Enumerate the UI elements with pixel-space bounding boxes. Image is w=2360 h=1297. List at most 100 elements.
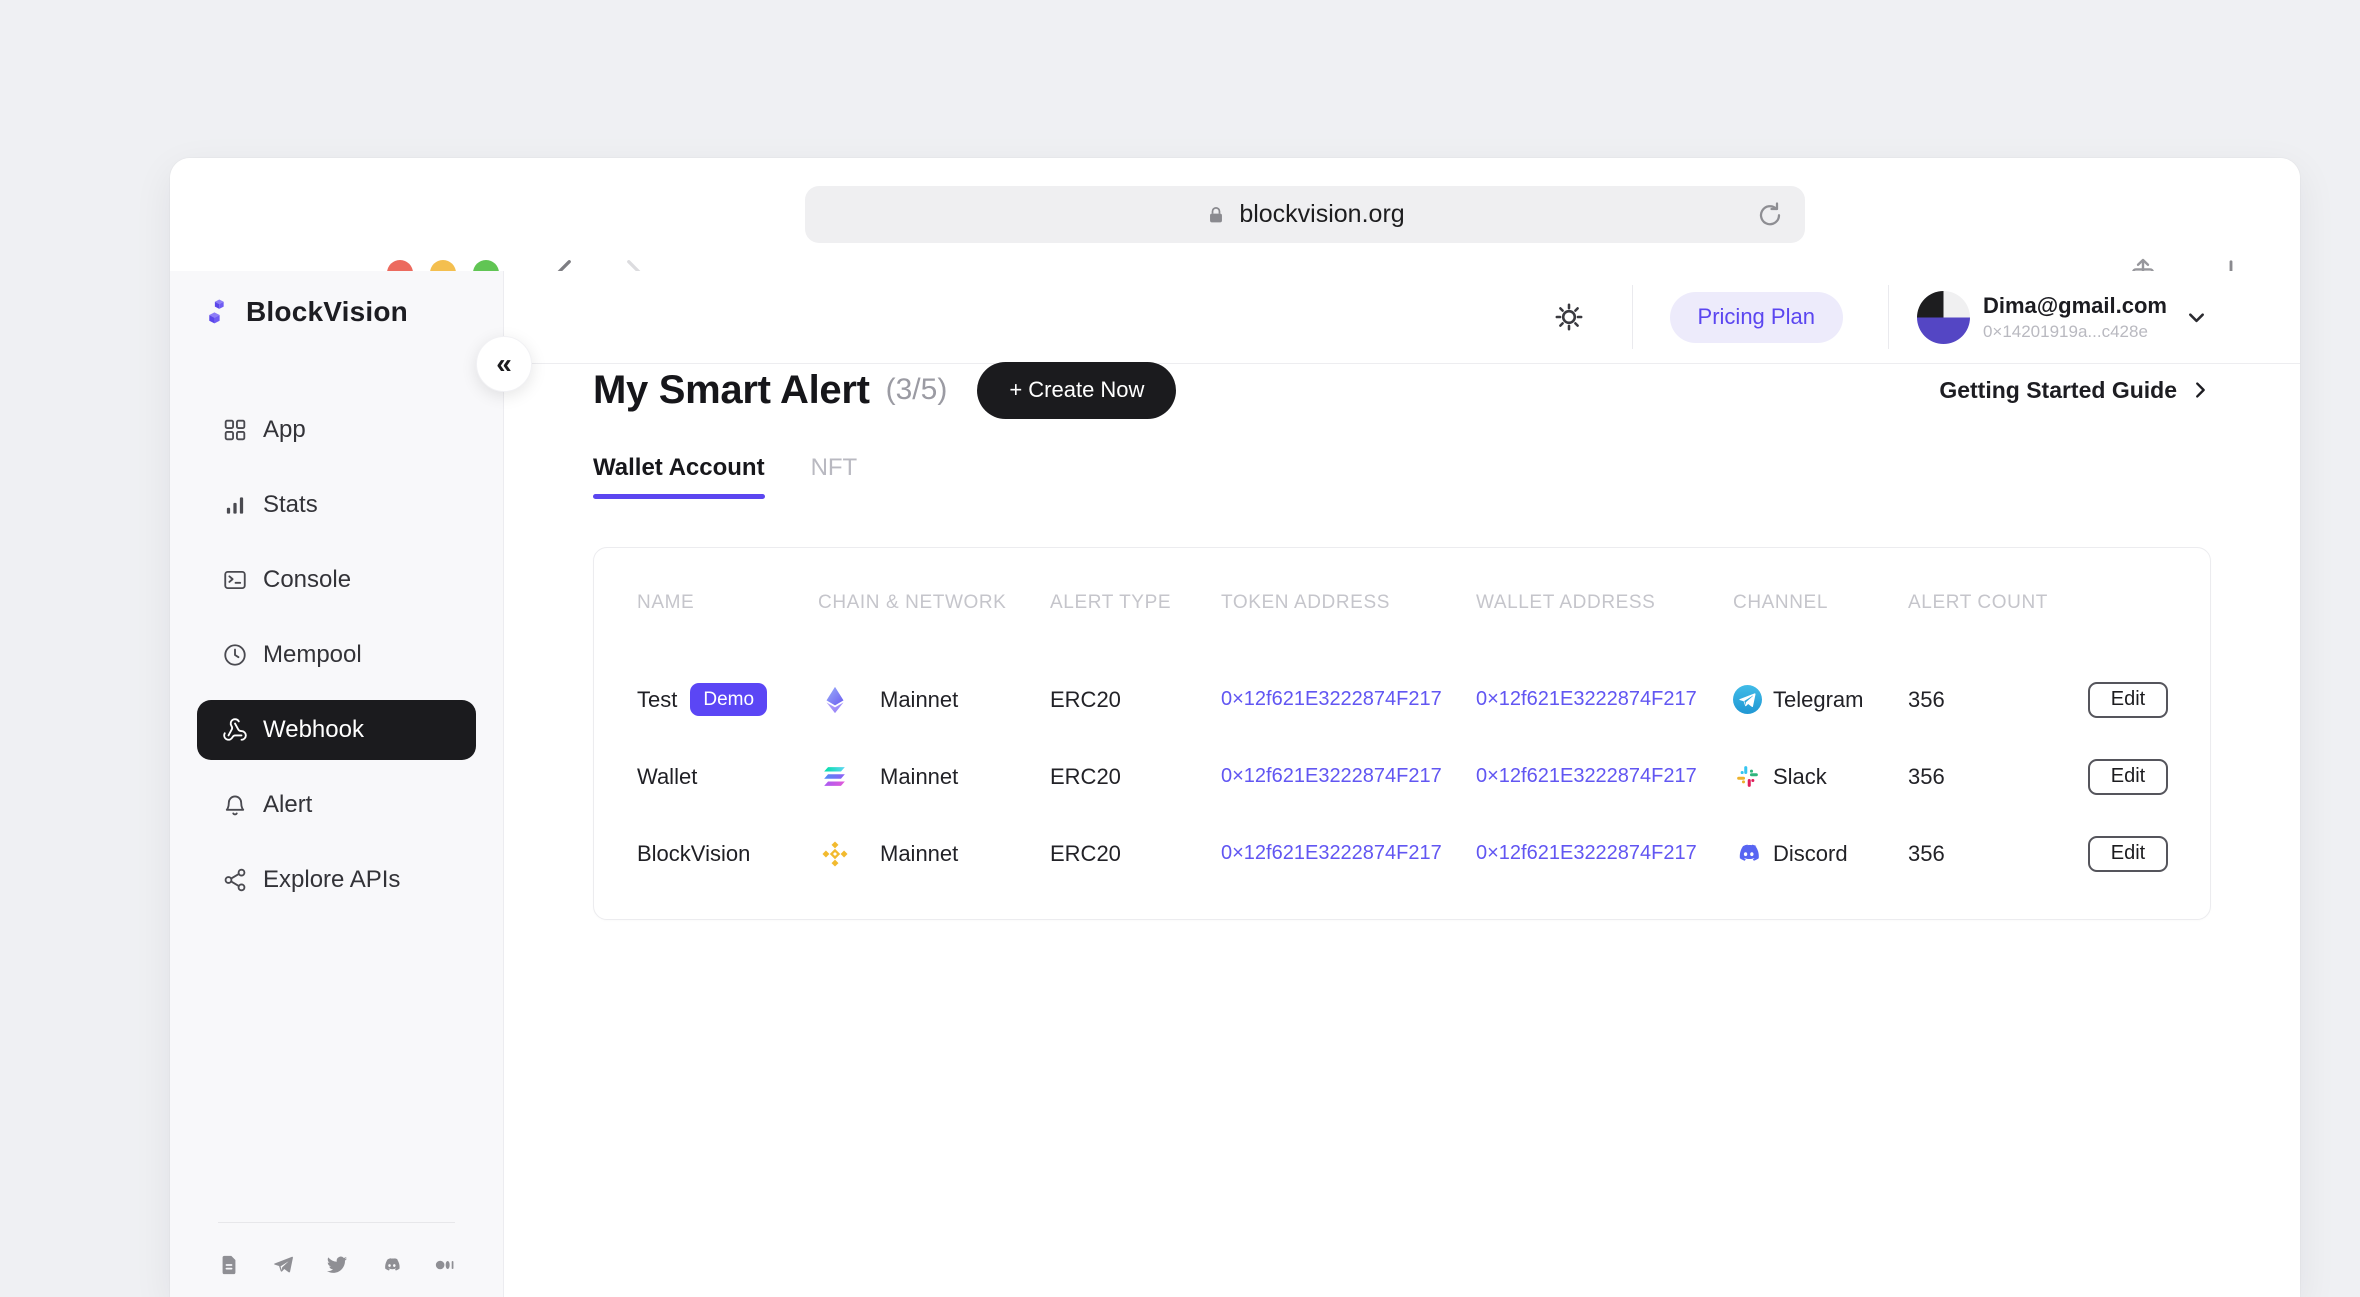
solana-icon bbox=[818, 760, 851, 793]
topbar: Pricing Plan Dima@gmail.com 0×14201919a.… bbox=[504, 271, 2300, 364]
alert-count: 356 bbox=[1908, 686, 1945, 712]
discord-icon[interactable] bbox=[380, 1254, 402, 1276]
lock-icon bbox=[1205, 204, 1227, 226]
channel-label: Telegram bbox=[1773, 686, 1864, 712]
tab-wallet-account[interactable]: Wallet Account bbox=[593, 454, 765, 499]
sidebar-item-stats[interactable]: Stats bbox=[197, 475, 476, 535]
edit-button[interactable]: Edit bbox=[2088, 681, 2168, 718]
column-header-alert-count: ALERT COUNT bbox=[1908, 592, 2048, 613]
binance-icon bbox=[818, 837, 851, 870]
alert-count: 356 bbox=[1908, 763, 1945, 789]
network-label: Mainnet bbox=[880, 840, 959, 866]
sidebar-divider bbox=[218, 1222, 455, 1223]
reload-button[interactable] bbox=[1755, 200, 1785, 230]
alert-bell-icon bbox=[222, 792, 248, 818]
sidebar-item-label: Mempool bbox=[263, 641, 362, 668]
sun-icon bbox=[1555, 303, 1583, 331]
sidebar-item-label: Console bbox=[263, 566, 352, 593]
channel-label: Slack bbox=[1773, 763, 1827, 789]
sidebar-item-label: App bbox=[263, 416, 306, 443]
wallet-address-link[interactable]: 0×12f621E3222874F217 bbox=[1476, 688, 1697, 710]
sidebar-collapse-button[interactable]: « bbox=[476, 336, 532, 392]
column-header-token-address: TOKEN ADDRESS bbox=[1221, 592, 1390, 613]
app-grid-icon bbox=[222, 417, 248, 443]
network-label: Mainnet bbox=[880, 763, 959, 789]
browser-toolbar: blockvision.org bbox=[170, 158, 2300, 287]
tabs: Wallet Account NFT bbox=[593, 454, 857, 499]
sidebar: BlockVision App Stats bbox=[170, 271, 504, 1297]
alert-name: BlockVision bbox=[637, 840, 751, 866]
alert-name: Test bbox=[637, 686, 678, 712]
wallet-address-link[interactable]: 0×12f621E3222874F217 bbox=[1476, 842, 1697, 864]
wallet-address-link[interactable]: 0×12f621E3222874F217 bbox=[1476, 765, 1697, 787]
column-header-name: NAME bbox=[637, 592, 695, 613]
alert-quota: (3/5) bbox=[885, 373, 948, 406]
theme-toggle-button[interactable] bbox=[1552, 300, 1586, 334]
user-menu[interactable]: Dima@gmail.com 0×14201919a...c428e bbox=[1916, 290, 2210, 344]
pricing-plan-button[interactable]: Pricing Plan bbox=[1669, 291, 1843, 343]
page-header: My Smart Alert (3/5) + Create Now Gettin… bbox=[593, 361, 2211, 419]
user-email: Dima@gmail.com bbox=[1982, 292, 2167, 318]
browser-window: blockvision.org « bbox=[170, 158, 2300, 1297]
webhook-icon bbox=[222, 717, 248, 743]
table-row: Wallet Mainnet ERC20 0×12f621E3222874F21… bbox=[637, 738, 2168, 815]
sidebar-item-webhook[interactable]: Webhook bbox=[197, 700, 476, 760]
sidebar-item-console[interactable]: Console bbox=[197, 550, 476, 610]
sidebar-item-mempool[interactable]: Mempool bbox=[197, 625, 476, 685]
tab-nft[interactable]: NFT bbox=[810, 454, 858, 481]
getting-started-guide-link[interactable]: Getting Started Guide bbox=[1939, 377, 2211, 404]
demo-badge: Demo bbox=[690, 683, 768, 716]
telegram-icon bbox=[1733, 685, 1762, 714]
sidebar-nav: App Stats Console bbox=[197, 400, 476, 910]
column-header-channel: CHANNEL bbox=[1733, 592, 1828, 613]
edit-button[interactable]: Edit bbox=[2088, 758, 2168, 795]
collapse-icon: « bbox=[496, 348, 512, 379]
alerts-table-card: NAME CHAIN & NETWORK ALERT TYPE TOKEN AD… bbox=[593, 547, 2211, 920]
user-wallet-address: 0×14201919a...c428e bbox=[1982, 321, 2148, 341]
blockvision-logo-icon bbox=[200, 295, 234, 329]
topbar-divider bbox=[1887, 285, 1889, 349]
table-row: BlockVision Mainnet ERC20 0×12f621E32228… bbox=[637, 815, 2168, 892]
page-title: My Smart Alert bbox=[593, 367, 870, 412]
app-shell: « bbox=[170, 271, 2300, 1297]
alert-type: ERC20 bbox=[1050, 840, 1121, 866]
edit-button[interactable]: Edit bbox=[2088, 835, 2168, 872]
sidebar-item-label: Webhook bbox=[263, 716, 364, 743]
token-address-link[interactable]: 0×12f621E3222874F217 bbox=[1221, 842, 1442, 864]
sidebar-item-label: Alert bbox=[263, 791, 313, 818]
network-label: Mainnet bbox=[880, 686, 959, 712]
active-tab-underline bbox=[593, 494, 765, 499]
main-area: Pricing Plan Dima@gmail.com 0×14201919a.… bbox=[504, 271, 2300, 1297]
discord-icon bbox=[1733, 839, 1762, 868]
alert-count: 356 bbox=[1908, 840, 1945, 866]
brand-name: BlockVision bbox=[246, 296, 408, 327]
telegram-icon[interactable] bbox=[272, 1254, 294, 1276]
sidebar-item-explore-apis[interactable]: Explore APIs bbox=[197, 850, 476, 910]
alert-type: ERC20 bbox=[1050, 763, 1121, 789]
mempool-clock-icon bbox=[222, 642, 248, 668]
chevron-down-icon bbox=[2183, 304, 2210, 331]
address-bar[interactable]: blockvision.org bbox=[805, 186, 1805, 243]
alert-type: ERC20 bbox=[1050, 686, 1121, 712]
token-address-link[interactable]: 0×12f621E3222874F217 bbox=[1221, 688, 1442, 710]
sidebar-item-app[interactable]: App bbox=[197, 400, 476, 460]
token-address-link[interactable]: 0×12f621E3222874F217 bbox=[1221, 765, 1442, 787]
url-text: blockvision.org bbox=[1239, 200, 1405, 228]
stats-icon bbox=[222, 492, 248, 518]
table-header-row: NAME CHAIN & NETWORK ALERT TYPE TOKEN AD… bbox=[637, 578, 2166, 628]
medium-icon[interactable] bbox=[434, 1254, 456, 1276]
column-header-alert-type: ALERT TYPE bbox=[1050, 592, 1172, 613]
explore-apis-icon bbox=[222, 867, 248, 893]
alert-name: Wallet bbox=[637, 763, 698, 789]
docs-icon[interactable] bbox=[218, 1254, 240, 1276]
ethereum-icon bbox=[818, 683, 851, 716]
create-now-button[interactable]: + Create Now bbox=[977, 361, 1177, 419]
brand: BlockVision bbox=[200, 295, 408, 329]
sidebar-item-alert[interactable]: Alert bbox=[197, 775, 476, 835]
chevron-right-icon bbox=[2189, 379, 2211, 401]
column-header-wallet-address: WALLET ADDRESS bbox=[1476, 592, 1656, 613]
sidebar-item-label: Explore APIs bbox=[263, 866, 401, 893]
console-icon bbox=[222, 567, 248, 593]
twitter-icon[interactable] bbox=[326, 1254, 348, 1276]
sidebar-item-label: Stats bbox=[263, 491, 318, 518]
